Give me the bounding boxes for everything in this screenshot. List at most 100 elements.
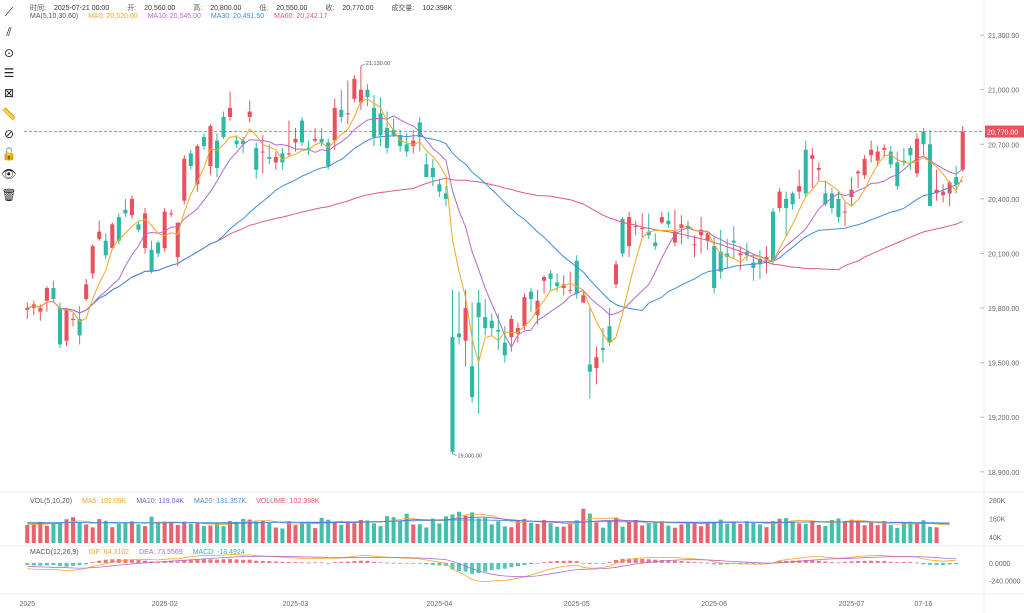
- macd-bar: [842, 561, 848, 563]
- ruler-tool-icon[interactable]: 📏: [1, 106, 17, 121]
- x-axis-label: 2025-04: [427, 601, 453, 608]
- ohlc-header: 时间: 2025-07-21 00:00 开: 20,560.00 高: 20,800…: [30, 3, 468, 13]
- dif-line: [27, 554, 957, 582]
- candle-body: [51, 288, 56, 299]
- macd-bar: [888, 561, 893, 563]
- volume-bar: [653, 521, 658, 543]
- macd-bar: [594, 562, 599, 564]
- candle-body: [555, 282, 560, 287]
- volume-tick-label: 40K: [989, 535, 1002, 542]
- candle-body: [123, 209, 128, 214]
- candle-body: [921, 131, 926, 145]
- volume-bar: [862, 525, 867, 543]
- vol-legend: VOL(5,10,20) MA5: 102.09K MA10: 119.04K …: [30, 498, 328, 505]
- eye-icon[interactable]: 👁: [1, 167, 17, 182]
- volume-bar: [587, 513, 592, 543]
- macd-bar: [44, 562, 49, 566]
- macd-bar: [326, 562, 331, 564]
- candle-body: [856, 171, 861, 174]
- candle-body: [542, 277, 547, 281]
- candle-body: [757, 258, 762, 265]
- macd-bar: [371, 561, 377, 563]
- time-label: 时间:: [30, 5, 46, 12]
- volume-bar: [77, 522, 82, 543]
- volume-bar: [456, 511, 462, 543]
- macd-bar: [64, 562, 69, 567]
- volume-bar: [810, 520, 815, 543]
- candle-body: [417, 122, 422, 137]
- candle-body: [784, 198, 789, 208]
- volume-bar: [293, 525, 298, 543]
- candle-body: [914, 138, 919, 174]
- macd-bar: [430, 562, 435, 565]
- dif-legend: DIF: 64.3102: [88, 549, 130, 556]
- candle-body: [816, 167, 821, 170]
- volume-bar: [188, 523, 193, 543]
- macd-bar: [411, 562, 416, 564]
- price-tick-label: 20,700.00: [988, 142, 1019, 149]
- volume-bar: [528, 522, 534, 543]
- trash-icon[interactable]: 🗑: [1, 187, 17, 202]
- volume-bar: [169, 521, 174, 543]
- volume-bar: [731, 522, 736, 543]
- candle-body: [299, 120, 305, 143]
- volume-bar: [869, 522, 874, 543]
- volume-bar: [44, 525, 49, 543]
- volume-bar: [561, 526, 566, 543]
- macd-bar: [515, 562, 520, 567]
- fib-lines-tool-icon[interactable]: ☰: [3, 65, 15, 80]
- macd-bar: [228, 558, 233, 563]
- candle-body: [286, 153, 291, 155]
- candle-body: [509, 318, 514, 338]
- macd-bar: [77, 562, 82, 566]
- volume-bar: [679, 524, 684, 543]
- volume-bar: [901, 523, 906, 543]
- candle-body: [84, 284, 89, 299]
- macd-bar: [895, 562, 900, 563]
- candle-body: [156, 242, 161, 254]
- volume-bar: [620, 526, 625, 543]
- volume-bar: [797, 523, 802, 543]
- volume-bar: [692, 523, 697, 543]
- macd-bar: [476, 562, 481, 574]
- candle-body: [470, 366, 475, 398]
- multi-line-tool-icon[interactable]: ⫽: [6, 25, 12, 40]
- macd-bar: [51, 562, 56, 566]
- line-tool-icon[interactable]: ⟋: [4, 5, 14, 19]
- candle-body: [254, 147, 259, 170]
- volume-bar: [306, 523, 311, 543]
- min-marker: [452, 453, 457, 457]
- candle-body: [456, 333, 462, 338]
- candle-body: [954, 177, 959, 185]
- magnet-tool-icon[interactable]: ⊘: [3, 126, 15, 141]
- volume-bar: [803, 523, 808, 543]
- macd-bar: [600, 562, 605, 564]
- candle-body: [685, 226, 691, 228]
- candle-body: [594, 357, 599, 369]
- volume-legend: VOLUME: 102.398K: [256, 498, 320, 505]
- macd-bar: [25, 562, 30, 566]
- volume-bar: [31, 524, 36, 543]
- candle-body: [810, 155, 815, 159]
- candle-body: [57, 308, 63, 345]
- volume-bar: [555, 526, 560, 543]
- candle-body: [214, 140, 220, 168]
- circle-point-tool-icon[interactable]: ⊙: [3, 45, 15, 60]
- candle-body: [142, 213, 148, 248]
- candle-body: [25, 308, 30, 310]
- macd-bar: [306, 562, 311, 564]
- macd-bar: [175, 561, 180, 563]
- candle-body: [947, 182, 952, 194]
- macd-bar: [666, 560, 671, 563]
- pattern-tool-icon[interactable]: ⊠: [3, 86, 15, 101]
- macd-bar: [862, 560, 867, 563]
- max-marker: [360, 63, 366, 67]
- macd-bar: [522, 562, 527, 566]
- volume-bar: [25, 524, 30, 543]
- macd-bar: [679, 561, 684, 563]
- candle-body: [908, 147, 913, 156]
- candle-body: [744, 251, 749, 256]
- candle-body: [136, 224, 141, 230]
- lock-icon[interactable]: 🔓: [1, 147, 17, 162]
